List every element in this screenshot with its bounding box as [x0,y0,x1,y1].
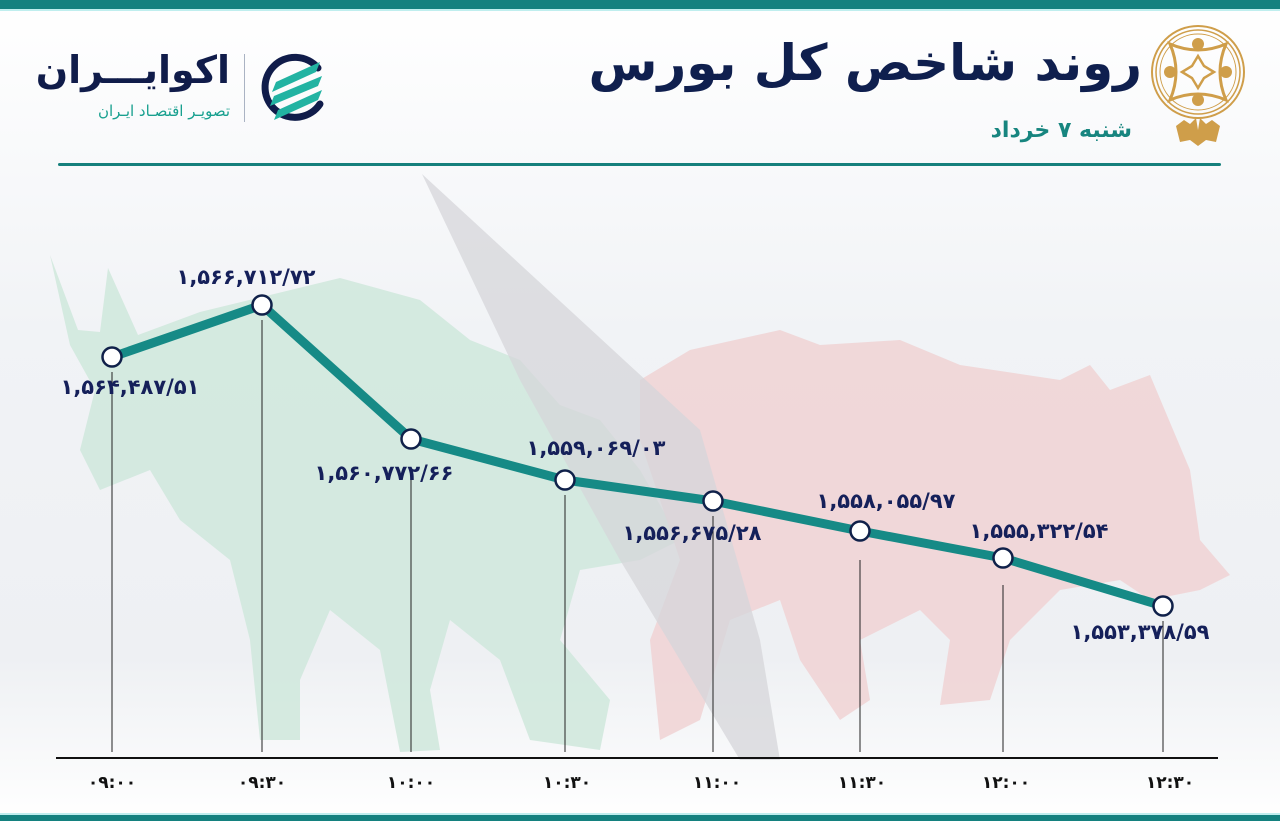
data-point-marker [101,346,123,368]
drop-lines [111,320,1164,752]
data-label-0930: ۱,۵۶۶,۷۱۲/۷۲ [176,265,316,289]
x-tick-1000: ۱۰:۰۰ [386,773,436,793]
header-divider [58,163,1221,166]
data-label-1100: ۱,۵۵۶,۶۷۵/۲۸ [622,521,762,545]
page-title: روند شاخص کل بورس [588,34,1142,92]
data-point-marker [702,490,724,512]
tehran-stock-exchange-seal-icon [1151,25,1245,146]
data-label-1230: ۱,۵۵۳,۳۷۸/۵۹ [1070,620,1210,644]
data-point-markers [101,294,1174,617]
x-tick-1100: ۱۱:۰۰ [692,773,742,793]
ecoiran-logo-icon [261,53,324,121]
bottom-accent-bar [0,813,1280,821]
ecoiran-brand: اکوایـــران تصویـر اقتصـاد ایـران [36,49,332,130]
gray-arrow-shape [422,174,780,760]
brand-name: اکوایـــران [35,48,230,92]
x-tick-1030: ۱۰:۳۰ [542,773,592,793]
data-point-marker [400,428,422,450]
data-label-1130: ۱,۵۵۸,۰۵۵/۹۷ [816,489,956,513]
data-point-marker [554,469,576,491]
data-point-marker [251,294,273,316]
data-label-1000: ۱,۵۶۰,۷۷۲/۶۶ [314,461,454,485]
top-accent-bar [0,0,1280,11]
data-point-marker [849,520,871,542]
x-tick-0900: ۰۹:۰۰ [87,773,137,793]
x-tick-1200: ۱۲:۰۰ [981,773,1031,793]
index-line [107,300,1168,611]
brand-tagline: تصویـر اقتصـاد ایـران [97,102,230,120]
data-point-marker [1152,595,1174,617]
data-point-marker [992,547,1014,569]
brand-separator [244,54,245,122]
data-label-0900: ۱,۵۶۴,۴۸۷/۵۱ [60,375,200,399]
x-tick-1230: ۱۲:۳۰ [1145,773,1195,793]
x-tick-0930: ۰۹:۳۰ [237,773,287,793]
data-label-1030: ۱,۵۵۹,۰۶۹/۰۳ [526,436,666,460]
x-tick-1130: ۱۱:۳۰ [837,773,887,793]
date-subtitle: شنبه ۷ خرداد [990,118,1132,143]
data-label-1200: ۱,۵۵۵,۳۲۲/۵۴ [969,519,1109,543]
bear-silhouette [640,330,1230,740]
